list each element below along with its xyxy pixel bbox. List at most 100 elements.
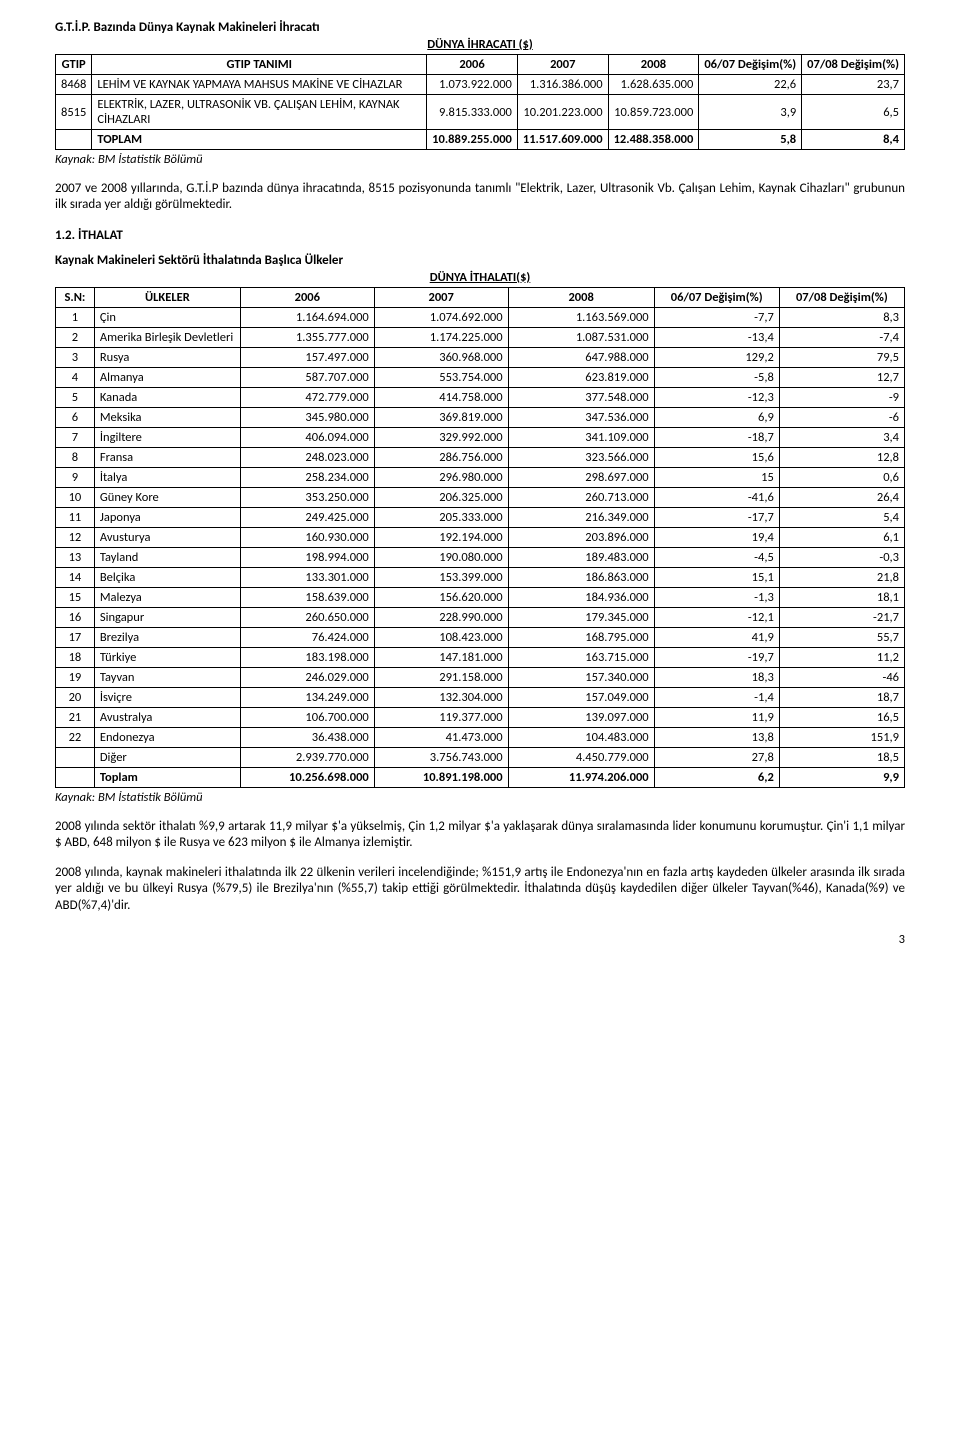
col-0708: 07/08 Değişim(%) (779, 287, 904, 307)
val-2006: 248.023.000 (240, 447, 374, 467)
val-2007: 11.517.609.000 (517, 130, 608, 150)
country-cell: İtalya (94, 467, 240, 487)
val-2007: 291.158.000 (374, 667, 508, 687)
sn-cell: 19 (56, 667, 95, 687)
country-cell: Endonezya (94, 727, 240, 747)
val-d67: -13,4 (654, 327, 779, 347)
table-row: 7İngiltere406.094.000329.992.000341.109.… (56, 427, 905, 447)
country-cell: Brezilya (94, 627, 240, 647)
country-cell: Tayvan (94, 667, 240, 687)
country-cell: Japonya (94, 507, 240, 527)
source-note: Kaynak: BM İstatistik Bölümü (55, 152, 905, 167)
val-2008: 623.819.000 (508, 367, 654, 387)
val-2008: 11.974.206.000 (508, 767, 654, 787)
val-2007: 10.201.223.000 (517, 95, 608, 130)
para-import-2: 2008 yılında, kaynak makineleri ithalatı… (55, 865, 905, 914)
val-d78: 3,4 (779, 427, 904, 447)
val-2006: 353.250.000 (240, 487, 374, 507)
table-row: 8468 LEHİM VE KAYNAK YAPMAYA MAHSUS MAKİ… (56, 75, 905, 95)
sn-cell (56, 767, 95, 787)
val-2007: 108.423.000 (374, 627, 508, 647)
country-cell: İsviçre (94, 687, 240, 707)
country-cell: Güney Kore (94, 487, 240, 507)
val-d67: 15,6 (654, 447, 779, 467)
table-row: 12Avusturya160.930.000192.194.000203.896… (56, 527, 905, 547)
val-2006: 249.425.000 (240, 507, 374, 527)
val-d67: 6,9 (654, 407, 779, 427)
val-2008: 298.697.000 (508, 467, 654, 487)
val-d78: -0,3 (779, 547, 904, 567)
col-2007: 2007 (517, 55, 608, 75)
country-cell: Türkiye (94, 647, 240, 667)
country-cell: Diğer (94, 747, 240, 767)
val-2007: 156.620.000 (374, 587, 508, 607)
sn-cell: 17 (56, 627, 95, 647)
val-d67: -1,4 (654, 687, 779, 707)
val-2006: 76.424.000 (240, 627, 374, 647)
val-2008: 168.795.000 (508, 627, 654, 647)
val-2006: 345.980.000 (240, 407, 374, 427)
table-row: 10Güney Kore353.250.000206.325.000260.71… (56, 487, 905, 507)
table-row: 22Endonezya36.438.00041.473.000104.483.0… (56, 727, 905, 747)
val-d67: -18,7 (654, 427, 779, 447)
val-2008: 189.483.000 (508, 547, 654, 567)
val-2008: 1.087.531.000 (508, 327, 654, 347)
val-d67: 22,6 (699, 75, 802, 95)
val-d78: 0,6 (779, 467, 904, 487)
val-2007: 1.174.225.000 (374, 327, 508, 347)
val-2007: 190.080.000 (374, 547, 508, 567)
import-table-title: DÜNYA İTHALATI($) (55, 270, 905, 285)
val-2008: 163.715.000 (508, 647, 654, 667)
table-row: 11Japonya249.425.000205.333.000216.349.0… (56, 507, 905, 527)
country-cell: Amerika Birleşik Devletleri (94, 327, 240, 347)
val-d67: -7,7 (654, 307, 779, 327)
val-d67: 129,2 (654, 347, 779, 367)
gtip-desc: LEHİM VE KAYNAK YAPMAYA MAHSUS MAKİNE VE… (92, 75, 427, 95)
val-d67: -4,5 (654, 547, 779, 567)
val-d78: 79,5 (779, 347, 904, 367)
val-d67: -1,3 (654, 587, 779, 607)
val-2006: 133.301.000 (240, 567, 374, 587)
sn-cell: 20 (56, 687, 95, 707)
table-row: 17Brezilya76.424.000108.423.000168.795.0… (56, 627, 905, 647)
val-2008: 377.548.000 (508, 387, 654, 407)
country-cell: Çin (94, 307, 240, 327)
sn-cell: 9 (56, 467, 95, 487)
gtip-desc: ELEKTRİK, LAZER, ULTRASONİK VB. ÇALIŞAN … (92, 95, 427, 130)
country-cell: Malezya (94, 587, 240, 607)
col-2006: 2006 (240, 287, 374, 307)
table-row: 18Türkiye183.198.000147.181.000163.715.0… (56, 647, 905, 667)
val-d67: -12,3 (654, 387, 779, 407)
val-d67: 15 (654, 467, 779, 487)
val-2008: 260.713.000 (508, 487, 654, 507)
val-2007: 192.194.000 (374, 527, 508, 547)
table-row: 1Çin1.164.694.0001.074.692.0001.163.569.… (56, 307, 905, 327)
val-2007: 205.333.000 (374, 507, 508, 527)
val-2008: 341.109.000 (508, 427, 654, 447)
val-d67: 18,3 (654, 667, 779, 687)
table-row: 15Malezya158.639.000156.620.000184.936.0… (56, 587, 905, 607)
sn-cell: 3 (56, 347, 95, 367)
val-d78: -6 (779, 407, 904, 427)
sn-cell: 1 (56, 307, 95, 327)
val-d78: 5,4 (779, 507, 904, 527)
sn-cell: 4 (56, 367, 95, 387)
val-d67: 11,9 (654, 707, 779, 727)
val-2008: 323.566.000 (508, 447, 654, 467)
country-cell: Avustralya (94, 707, 240, 727)
table-row: 8515 ELEKTRİK, LAZER, ULTRASONİK VB. ÇAL… (56, 95, 905, 130)
val-2007: 10.891.198.000 (374, 767, 508, 787)
val-d78: 23,7 (802, 75, 905, 95)
val-d67: 13,8 (654, 727, 779, 747)
table-row: 13Tayland198.994.000190.080.000189.483.0… (56, 547, 905, 567)
import-section-title: 1.2. İTHALAT (55, 228, 905, 243)
val-2007: 1.316.386.000 (517, 75, 608, 95)
table-row: 6Meksika345.980.000369.819.000347.536.00… (56, 407, 905, 427)
para-export: 2007 ve 2008 yıllarında, G.T.İ.P bazında… (55, 181, 905, 214)
val-2007: 3.756.743.000 (374, 747, 508, 767)
val-2007: 132.304.000 (374, 687, 508, 707)
table-row: 4Almanya587.707.000553.754.000623.819.00… (56, 367, 905, 387)
country-cell: İngiltere (94, 427, 240, 447)
val-2008: 157.049.000 (508, 687, 654, 707)
country-cell: Toplam (94, 767, 240, 787)
